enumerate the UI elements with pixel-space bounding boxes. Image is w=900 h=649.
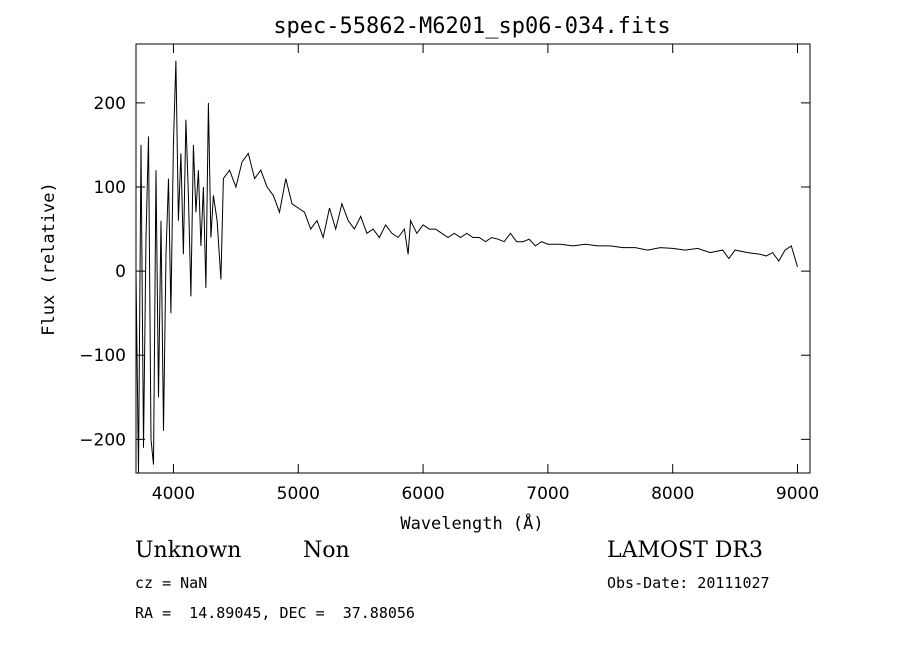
y-tick-label: −100 <box>79 346 126 366</box>
object-class: Unknown <box>135 538 242 563</box>
x-tick-label: 9000 <box>776 484 819 504</box>
y-tick-label: 0 <box>115 262 126 282</box>
spectrum-line <box>135 60 798 474</box>
survey-label: LAMOST DR3 <box>607 538 763 563</box>
y-axis-label: Flux (relative) <box>39 182 59 336</box>
redshift-value: cz = NaN <box>135 574 208 592</box>
x-axis: 4000 5000 6000 7000 8000 9000 <box>152 44 819 504</box>
chart-title: spec-55862-M6201_sp06-034.fits <box>273 14 670 39</box>
coordinates: RA = 14.89045, DEC = 37.88056 <box>135 604 415 622</box>
x-tick-label: 6000 <box>401 484 444 504</box>
x-tick-label: 8000 <box>651 484 694 504</box>
x-axis-label: Wavelength (Å) <box>400 512 543 534</box>
x-tick-label: 5000 <box>277 484 320 504</box>
x-tick-label: 4000 <box>152 484 195 504</box>
x-tick-label: 7000 <box>526 484 569 504</box>
y-tick-label: −200 <box>79 430 126 450</box>
obs-date: Obs-Date: 20111027 <box>607 574 770 592</box>
y-tick-label: 200 <box>94 94 126 114</box>
y-tick-label: 100 <box>94 178 126 198</box>
object-subclass: Non <box>303 538 350 563</box>
y-axis: −200 −100 0 100 200 <box>79 94 810 450</box>
plot-frame <box>135 43 811 474</box>
